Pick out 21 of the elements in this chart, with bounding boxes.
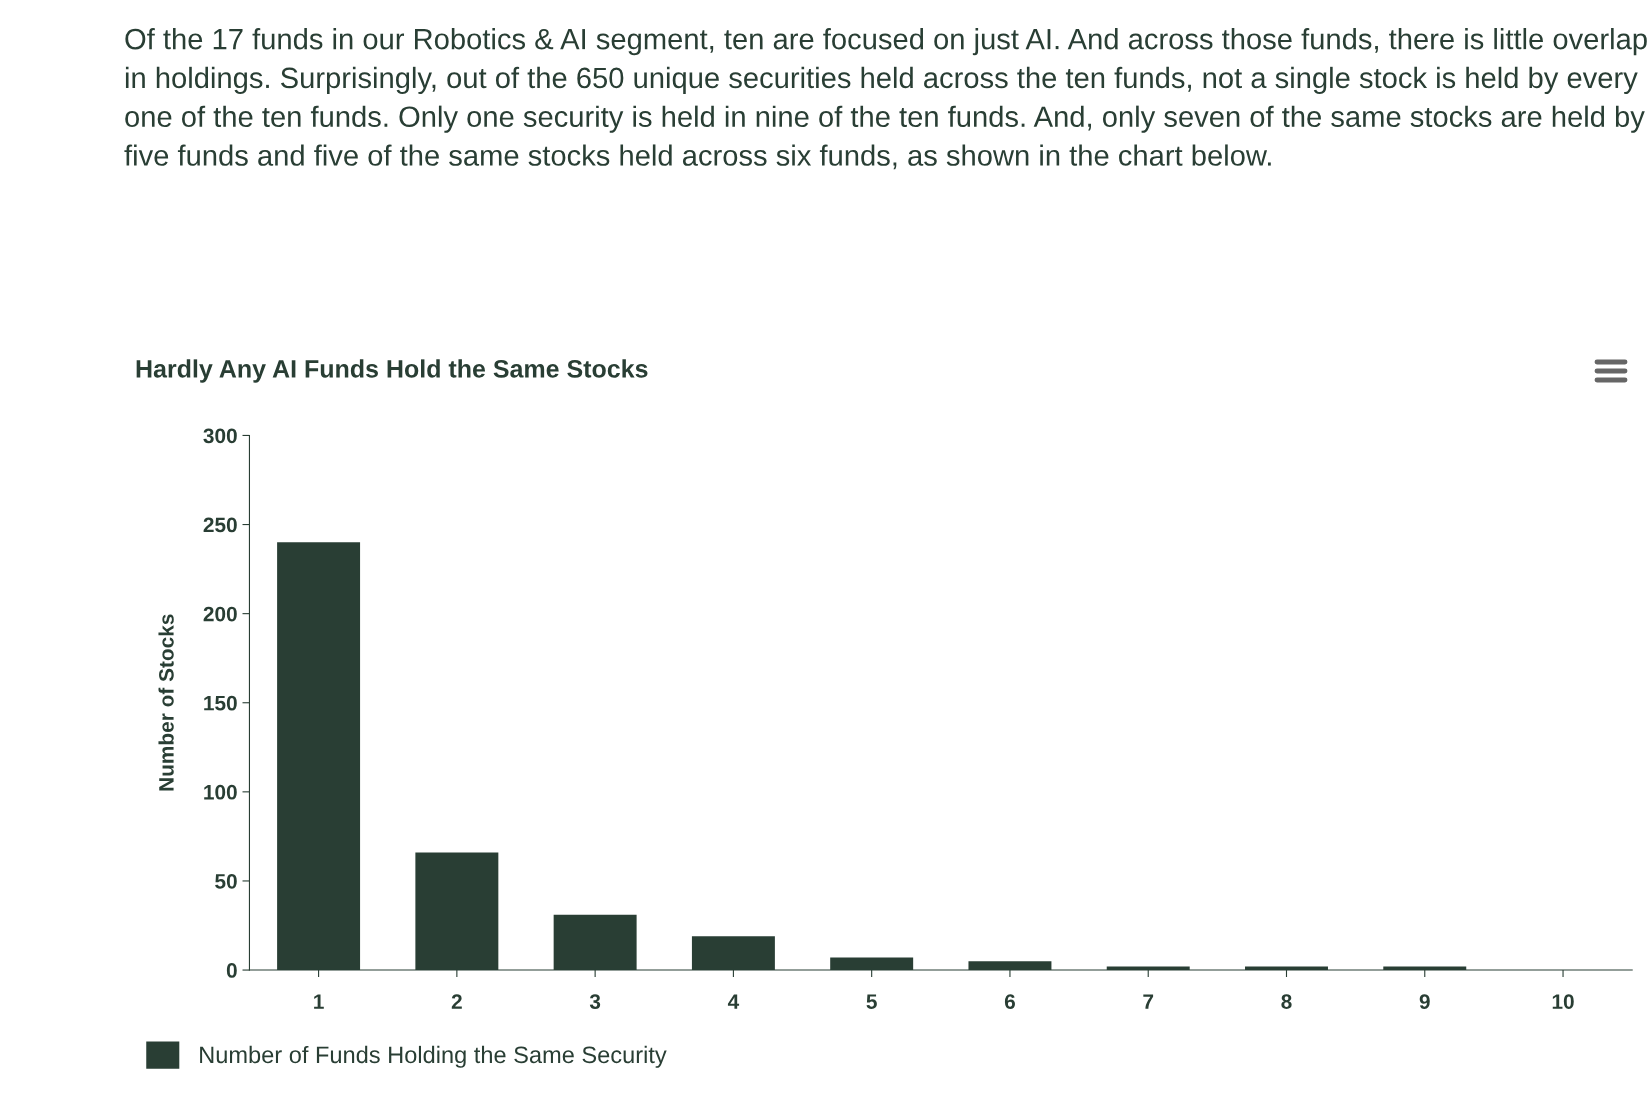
x-tick-label: 2 (451, 994, 462, 1009)
x-tick-label: 3 (589, 994, 601, 1009)
y-tick-label: 150 (204, 695, 237, 711)
x-tick-label: 8 (1281, 994, 1292, 1009)
legend-label: Number of Funds Holding the Same Security (200, 1045, 667, 1068)
y-axis-title: Number of Stocks (158, 614, 174, 791)
x-tick-label: 1 (314, 994, 324, 1009)
x-tick-label: 5 (866, 994, 877, 1009)
x-tick-label: 4 (727, 994, 740, 1009)
y-tick-label: 100 (204, 784, 237, 800)
y-tick-label: 250 (203, 517, 237, 533)
text: Of the 17 funds in our Robotics & AI segment, ten are focused on just AI. And across those funds, there is little overlap in holdings. Surprisingly, out of the 650 unique securities held across the ten funds, not a single stock is held by every one of the ten funds. Only one security is held in nine of the ten funds. And, only seven of the same stocks are held by five funds and five of the same stocks held across six funds, as shown in the chart below. (124, 28, 1647, 170)
x-tick-label: 6 (1004, 994, 1015, 1009)
x-tick-label: 9 (1419, 994, 1430, 1009)
y-tick-label: 200 (203, 606, 237, 622)
y-tick-label: 0 (226, 963, 237, 978)
y-tick-label: 300 (203, 428, 237, 444)
x-tick-label: 10 (1552, 994, 1574, 1009)
x-tick-label: 7 (1143, 994, 1154, 1009)
chart-title: Hardly Any AI Funds Hold the Same Stocks (136, 359, 648, 383)
y-tick-label: 50 (215, 873, 237, 889)
